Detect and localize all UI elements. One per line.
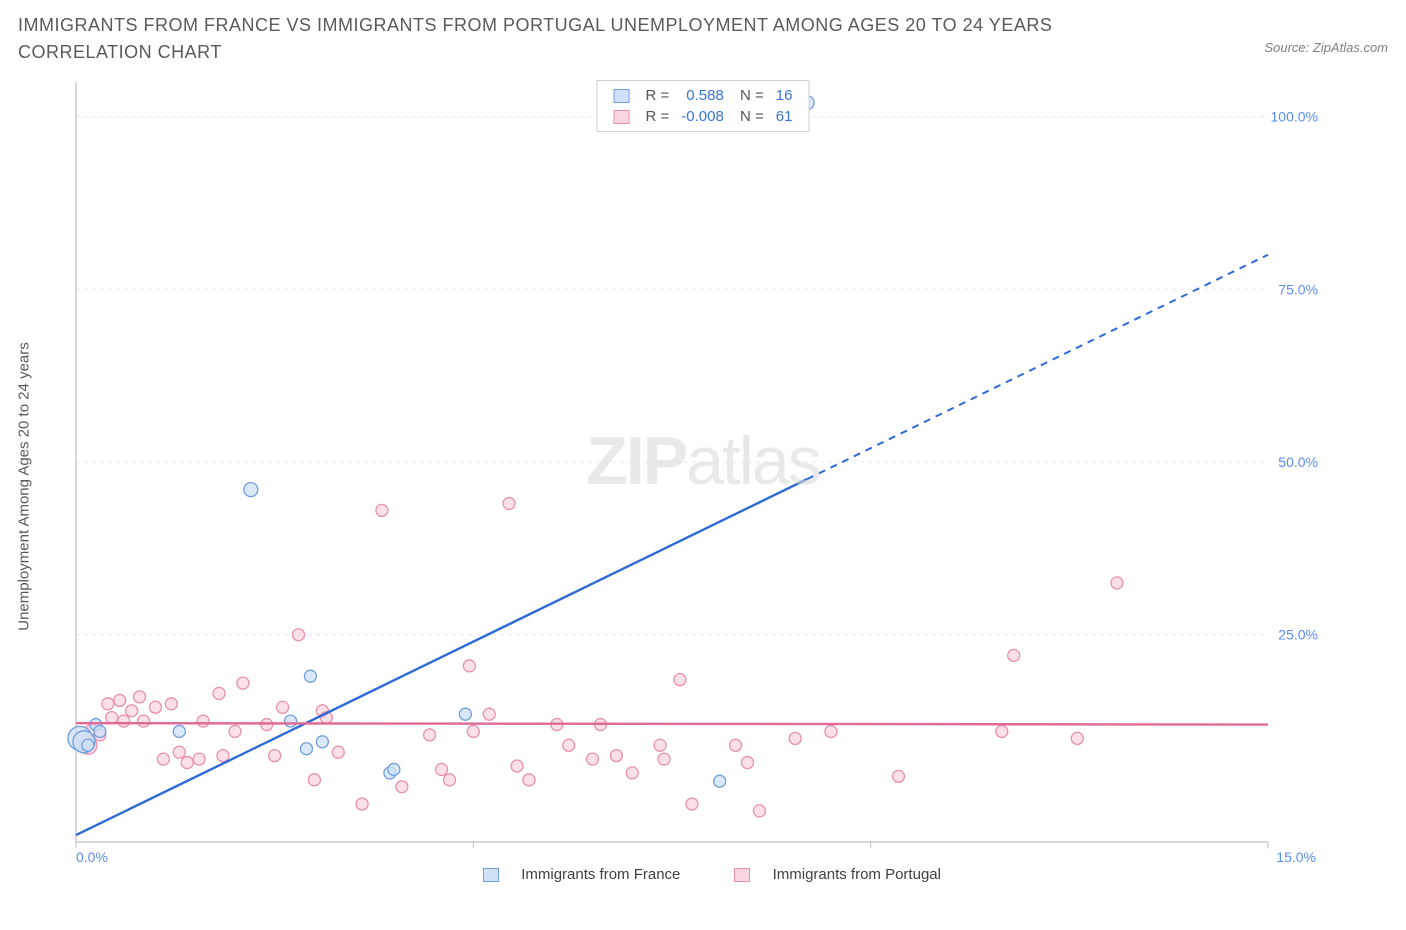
svg-text:15.0%: 15.0% xyxy=(1276,849,1316,862)
header: IMMIGRANTS FROM FRANCE VS IMMIGRANTS FRO… xyxy=(18,12,1388,66)
scatter-chart: 25.0% 50.0% 75.0% 100.0% 0.0% 15.0% xyxy=(18,72,1318,862)
chart-title: IMMIGRANTS FROM FRANCE VS IMMIGRANTS FRO… xyxy=(18,12,1118,66)
y-axis-label: Unemployment Among Ages 20 to 24 years xyxy=(16,342,33,631)
svg-text:25.0%: 25.0% xyxy=(1278,627,1318,643)
svg-text:0.0%: 0.0% xyxy=(76,849,108,862)
series-legend: Immigrants from France Immigrants from P… xyxy=(18,866,1388,883)
correlation-legend: R =0.588 N =16R =-0.008 N =61 xyxy=(597,80,810,132)
chart-container: Unemployment Among Ages 20 to 24 years Z… xyxy=(18,72,1388,883)
source-credit: Source: ZipAtlas.com xyxy=(1264,40,1388,55)
svg-text:50.0%: 50.0% xyxy=(1278,454,1318,470)
svg-text:100.0%: 100.0% xyxy=(1271,109,1318,125)
svg-text:75.0%: 75.0% xyxy=(1278,281,1318,297)
